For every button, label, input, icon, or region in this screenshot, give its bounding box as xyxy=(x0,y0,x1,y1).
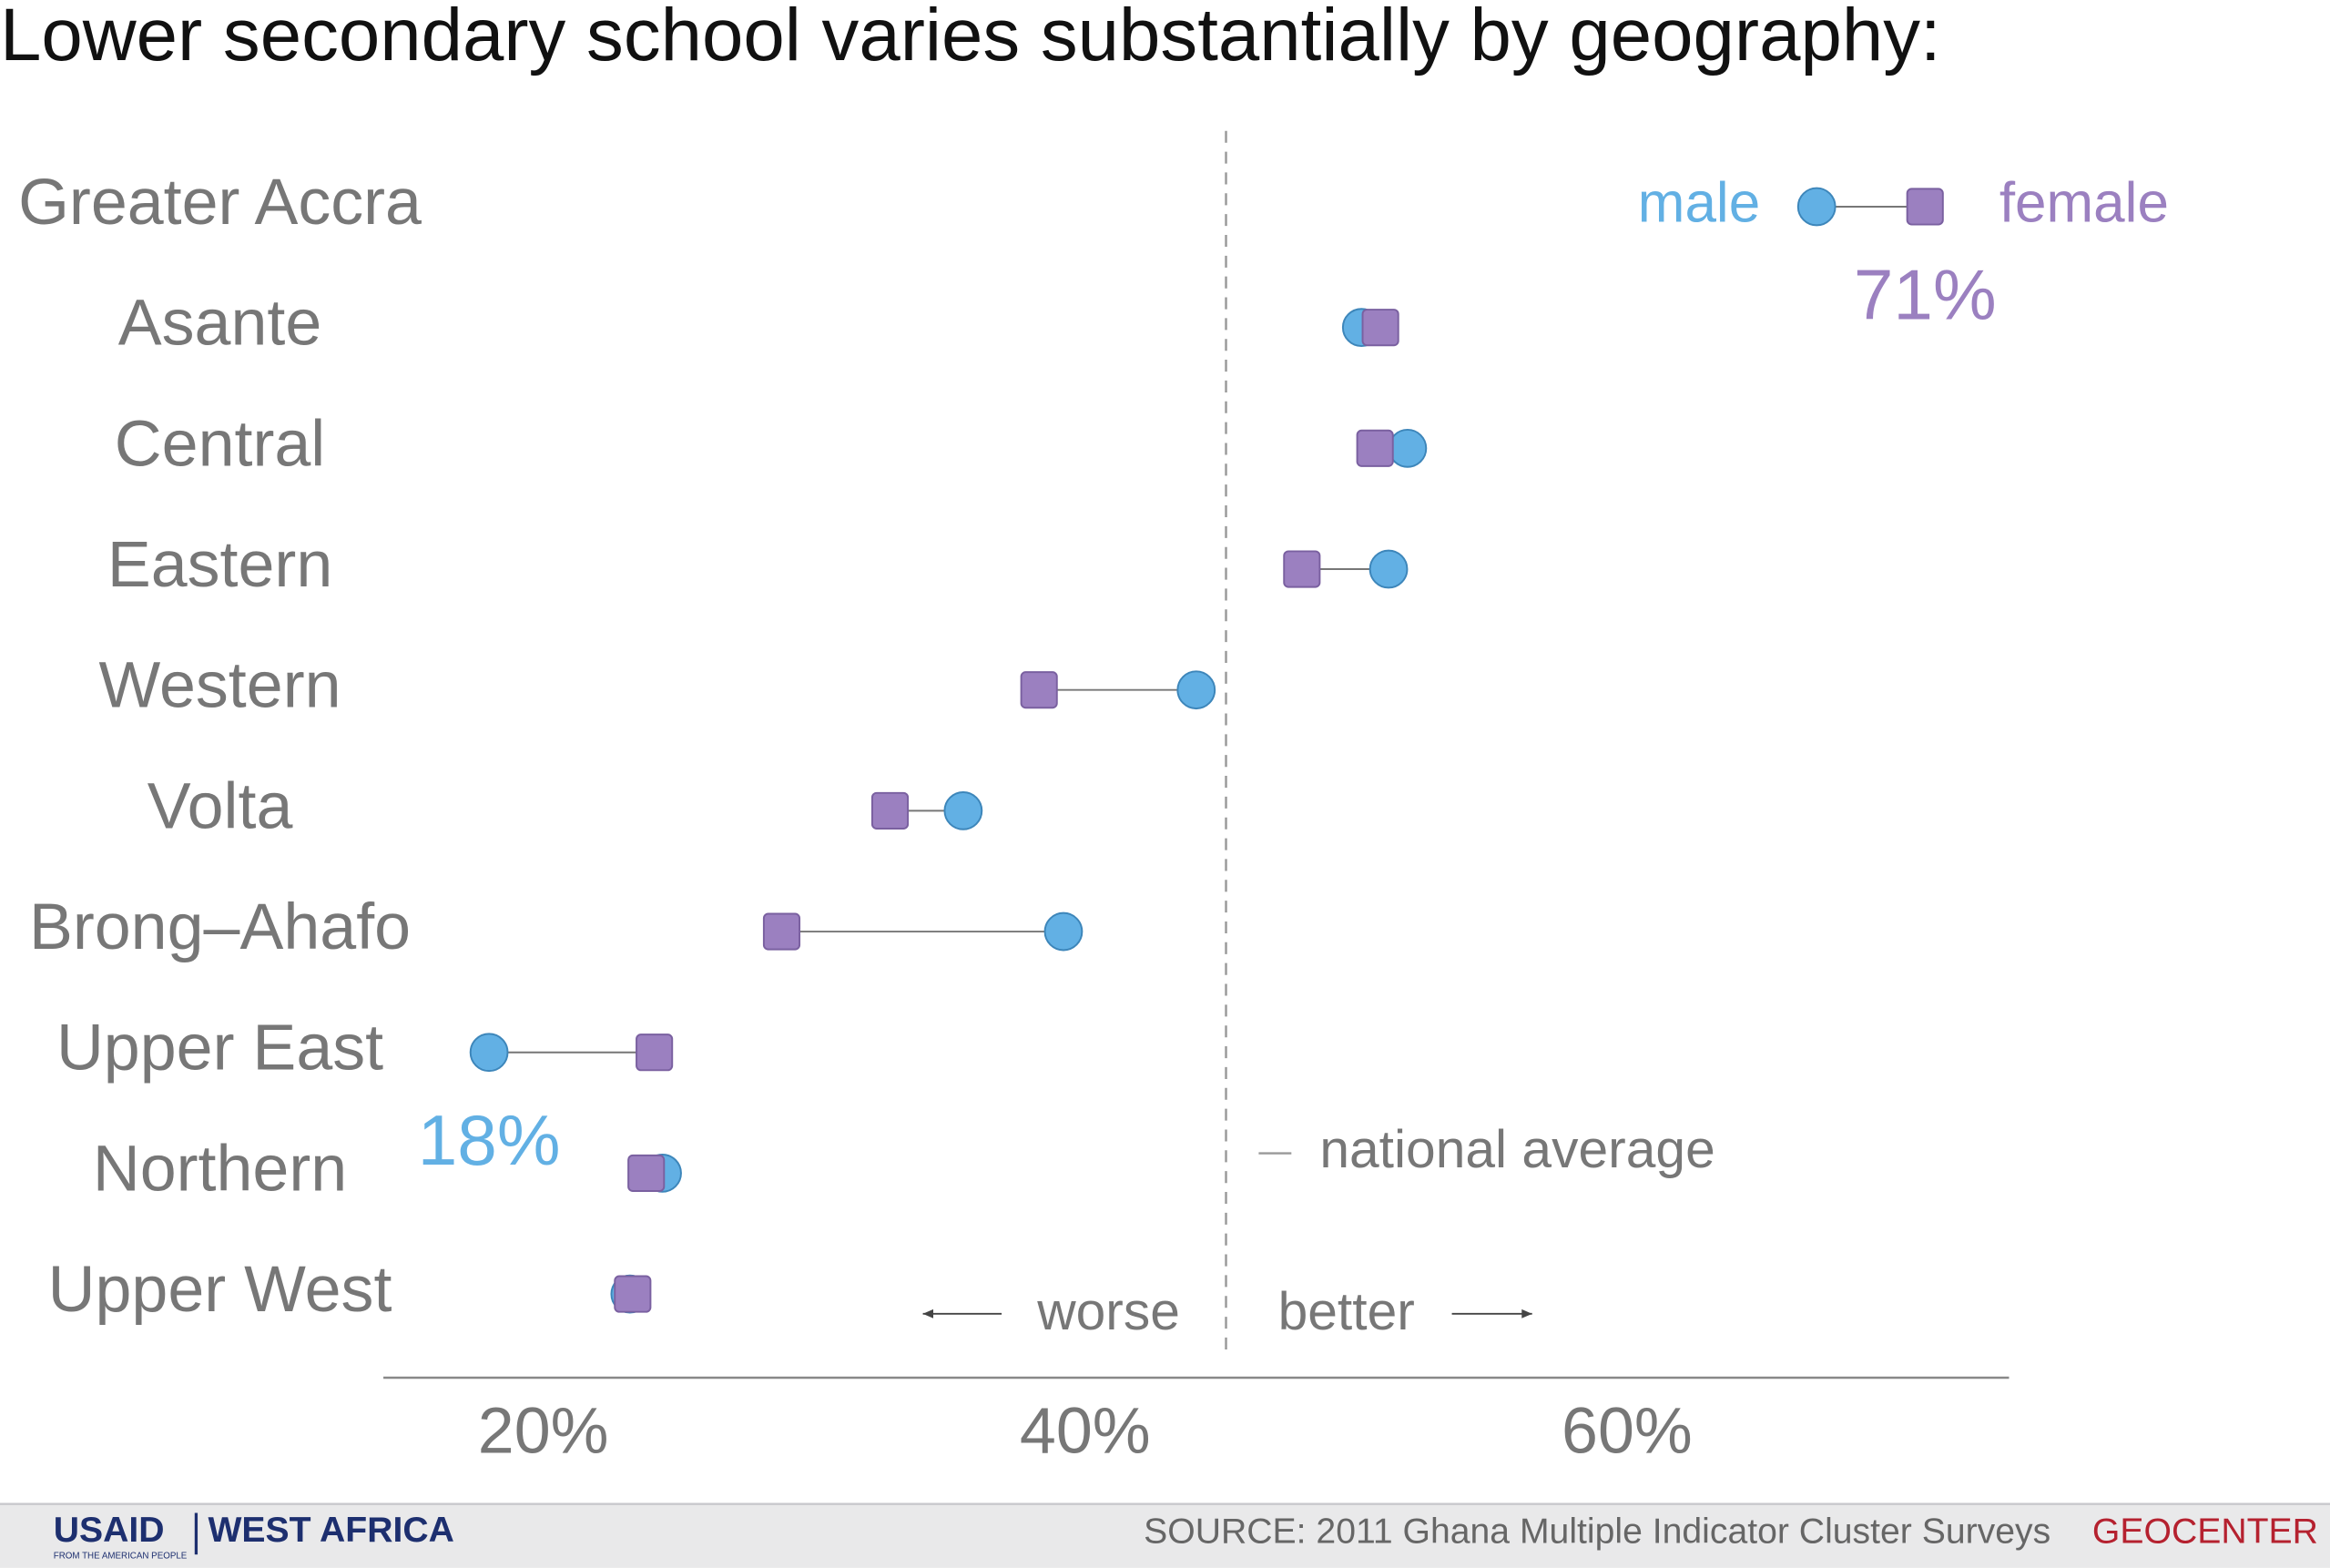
female-marker xyxy=(627,1154,666,1192)
x-tick-label: 40% xyxy=(1020,1395,1151,1468)
source-note: SOURCE: 2011 Ghana Multiple Indicator Cl… xyxy=(1144,1512,2050,1552)
category-label: Central xyxy=(115,407,325,480)
usaid-logo: USAID xyxy=(54,1511,165,1550)
male-marker xyxy=(1796,187,1837,227)
category-label: Upper East xyxy=(56,1012,383,1084)
geocenter-logo: GEOCENTER xyxy=(2092,1512,2318,1552)
male-marker xyxy=(943,790,983,830)
value-label: 71% xyxy=(1854,254,1997,334)
worse-arrowhead xyxy=(922,1308,933,1319)
usaid-tagline: FROM THE AMERICAN PEOPLE xyxy=(54,1551,188,1561)
legend-male: male xyxy=(1638,171,1760,234)
female-marker xyxy=(1361,309,1399,347)
x-tick-label: 20% xyxy=(478,1395,609,1468)
footer-band xyxy=(0,1503,2330,1568)
male-marker xyxy=(1043,911,1084,952)
category-label: Western xyxy=(99,649,341,722)
category-label: Volta xyxy=(148,769,293,842)
male-marker xyxy=(1368,549,1409,589)
value-label: 18% xyxy=(418,1100,561,1180)
national-average-label: national average xyxy=(1319,1120,1714,1179)
region-label: WEST AFRICA xyxy=(208,1511,453,1550)
female-marker xyxy=(1020,671,1058,709)
male-marker xyxy=(1176,670,1216,710)
category-label: Eastern xyxy=(107,528,332,601)
category-label: Upper West xyxy=(48,1253,392,1326)
category-label: Asante xyxy=(118,287,322,360)
female-marker xyxy=(1906,188,1944,226)
female-marker xyxy=(762,912,801,951)
female-marker xyxy=(1283,550,1321,588)
male-marker xyxy=(1388,428,1428,468)
better-label: better xyxy=(1278,1282,1415,1341)
better-arrowhead xyxy=(1521,1308,1532,1319)
worse-label: worse xyxy=(1036,1282,1180,1341)
category-label: Brong–Ahafo xyxy=(29,891,411,963)
legend-female: female xyxy=(1999,171,2169,234)
x-tick-label: 60% xyxy=(1562,1395,1693,1468)
category-label: Northern xyxy=(93,1132,347,1205)
female-marker xyxy=(1356,429,1394,467)
female-marker xyxy=(870,791,910,830)
chart-title: Lower secondary school varies substantia… xyxy=(0,0,1941,76)
male-marker xyxy=(469,1033,509,1073)
category-label: Greater Accra xyxy=(18,166,422,239)
female-marker xyxy=(636,1033,674,1072)
female-marker xyxy=(614,1275,652,1313)
